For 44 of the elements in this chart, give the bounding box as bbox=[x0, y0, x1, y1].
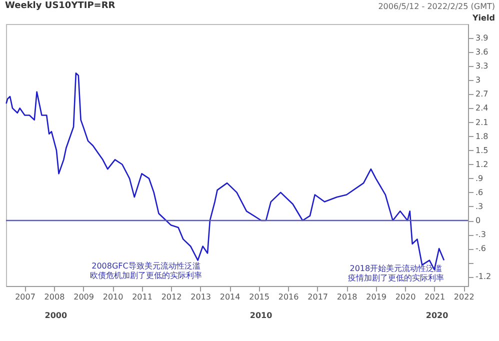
x-tick-label: 2020 bbox=[395, 292, 416, 302]
x-tick-label: 2017 bbox=[308, 292, 328, 302]
x-tick-label: 2015 bbox=[249, 292, 270, 302]
text: 2010 bbox=[250, 311, 273, 320]
y-tick-label: .3 bbox=[476, 202, 484, 211]
annotation: 2008GFC导致美元流动性泛滥 bbox=[92, 261, 200, 270]
y-tick-label: 1.8 bbox=[476, 132, 488, 141]
annotation: 2018开始美元流动性泛滥 bbox=[350, 264, 442, 273]
y-tick-label: 3.9 bbox=[476, 34, 488, 43]
x-tick-label: 2013 bbox=[190, 292, 211, 302]
chart-subtitle: 2006/5/12 - 2022/2/25 (GMT) bbox=[378, 2, 495, 10]
x-tick-label: 2019 bbox=[366, 292, 386, 302]
annotation: 疫情加剧了更低的实际利率 bbox=[348, 274, 444, 283]
y-tick-label: 3.6 bbox=[476, 48, 488, 57]
y-tick-label: 1.5 bbox=[476, 146, 488, 155]
y-tick-label: -1.2 bbox=[476, 272, 492, 282]
y-tick-label: 2.7 bbox=[476, 90, 488, 99]
y-tick-label: 2.1 bbox=[476, 118, 488, 127]
y-axis-title: Yield bbox=[472, 14, 496, 22]
x-tick-label: 2010 bbox=[102, 292, 124, 302]
y-tick-label: .6 bbox=[476, 188, 484, 197]
y-tick-label: 1.2 bbox=[476, 160, 488, 169]
y-tick-label: .9 bbox=[476, 174, 484, 183]
x-tick-label: 2008 bbox=[44, 292, 65, 302]
text: 2020 bbox=[426, 311, 449, 320]
x-tick-label: 2009 bbox=[74, 292, 94, 302]
y-tick-label: -.3 bbox=[476, 230, 486, 240]
x-tick-label: 2016 bbox=[278, 292, 299, 302]
y-tick-label: 0 bbox=[476, 216, 481, 225]
text: 2000 bbox=[44, 311, 68, 320]
x-tick-label: 2012 bbox=[161, 292, 182, 302]
chart-title: Weekly US10YTIP=RR bbox=[5, 1, 116, 11]
y-tick-label: 3 bbox=[476, 76, 481, 85]
x-tick-label: 2014 bbox=[220, 292, 240, 302]
line-series bbox=[6, 72, 445, 270]
x-tick-label: 2018 bbox=[336, 292, 358, 302]
x-tick-label: 2021 bbox=[424, 292, 446, 302]
x-tick-label: 2007 bbox=[15, 292, 36, 302]
y-tick-label: 2.4 bbox=[476, 104, 488, 113]
y-tick-label: 3.3 bbox=[476, 62, 488, 71]
annotation: 欧债危机加剧了更低的实际利率 bbox=[90, 271, 202, 280]
x-tick-label: 2011 bbox=[132, 292, 152, 302]
y-tick-label: -.6 bbox=[476, 244, 486, 254]
x-tick-label: 2022 bbox=[454, 292, 474, 302]
